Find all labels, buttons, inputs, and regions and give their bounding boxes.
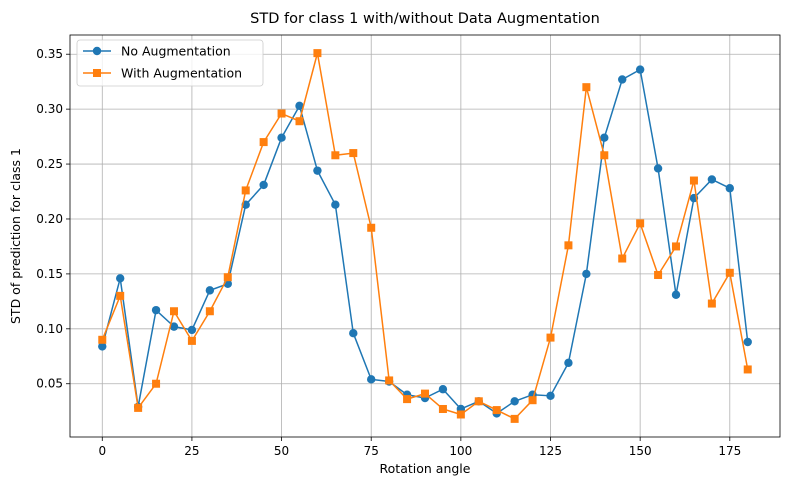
x-tick-label: 150 xyxy=(629,444,652,458)
y-tick-label: 0.20 xyxy=(36,212,63,226)
data-point-no-augmentation xyxy=(618,75,627,84)
x-tick-label: 25 xyxy=(184,444,199,458)
data-point-with-augmentation xyxy=(689,176,698,185)
data-point-no-augmentation xyxy=(187,325,197,335)
data-point-no-augmentation xyxy=(743,337,752,347)
legend-label: No Augmentation xyxy=(121,44,231,59)
data-point-with-augmentation xyxy=(403,395,412,404)
data-point-with-augmentation xyxy=(169,307,178,316)
x-axis-ticks: 0 25 50 75 100 125 150 175 xyxy=(98,437,741,458)
data-point-no-augmentation xyxy=(564,358,573,368)
data-point-no-augmentation xyxy=(259,180,268,190)
y-tick-label: 0.25 xyxy=(36,157,63,171)
data-point-with-augmentation xyxy=(636,219,645,228)
data-point-with-augmentation xyxy=(654,270,663,279)
y-tick-label: 0.30 xyxy=(36,102,63,116)
data-point-with-augmentation xyxy=(277,109,286,118)
legend-marker xyxy=(93,69,101,77)
x-tick-label: 175 xyxy=(718,444,741,458)
data-point-with-augmentation xyxy=(313,49,322,58)
data-point-with-augmentation xyxy=(241,186,250,195)
data-point-with-augmentation xyxy=(618,254,627,263)
data-point-with-augmentation xyxy=(187,336,196,345)
data-point-with-augmentation xyxy=(134,403,143,412)
data-point-no-augmentation xyxy=(653,164,663,173)
data-point-no-augmentation xyxy=(438,385,448,394)
data-point-no-augmentation xyxy=(510,397,519,406)
data-point-with-augmentation xyxy=(582,83,591,92)
data-point-with-augmentation xyxy=(707,299,716,308)
legend-entry-with-augmentation: With Augmentation xyxy=(83,66,242,81)
data-point-no-augmentation xyxy=(707,175,717,184)
data-point-no-augmentation xyxy=(671,290,681,299)
x-axis-label: Rotation angle xyxy=(380,461,471,476)
data-point-with-augmentation xyxy=(367,223,376,232)
y-tick-label: 0.35 xyxy=(36,47,63,61)
data-point-no-augmentation xyxy=(600,133,609,142)
legend-label: With Augmentation xyxy=(121,66,242,81)
y-tick-label: 0.10 xyxy=(36,322,63,336)
y-axis-label: STD of prediction for class 1 xyxy=(8,148,23,324)
data-point-with-augmentation xyxy=(600,151,609,160)
data-point-with-augmentation xyxy=(331,151,340,160)
data-point-with-augmentation xyxy=(528,396,537,405)
chart-title: STD for class 1 with/without Data Augmen… xyxy=(250,11,600,27)
data-point-no-augmentation xyxy=(349,329,358,338)
data-point-with-augmentation xyxy=(474,397,483,406)
y-tick-label: 0.15 xyxy=(36,267,63,281)
x-tick-label: 0 xyxy=(98,444,106,458)
data-point-no-augmentation xyxy=(313,166,322,175)
y-axis-ticks: 0.05 0.10 0.15 0.20 0.25 0.30 0.35 xyxy=(36,47,70,391)
data-point-with-augmentation xyxy=(725,268,734,277)
legend-box xyxy=(76,39,264,87)
x-tick-label: 50 xyxy=(274,444,289,458)
legend-entry-no-augmentation: No Augmentation xyxy=(83,44,231,59)
data-point-with-augmentation xyxy=(349,149,358,158)
data-point-with-augmentation xyxy=(152,379,161,388)
data-point-no-augmentation xyxy=(725,184,734,193)
data-point-no-augmentation xyxy=(98,342,107,351)
x-tick-label: 75 xyxy=(364,444,379,458)
data-point-no-augmentation xyxy=(277,133,286,142)
data-point-no-augmentation xyxy=(546,391,555,401)
data-point-with-augmentation xyxy=(456,410,465,419)
data-point-no-augmentation xyxy=(295,101,304,111)
data-point-with-augmentation xyxy=(421,389,429,398)
data-point-with-augmentation xyxy=(564,241,573,250)
data-point-no-augmentation xyxy=(205,286,215,295)
data-point-with-augmentation xyxy=(259,138,268,147)
data-point-with-augmentation xyxy=(205,307,214,316)
data-point-no-augmentation xyxy=(635,65,645,74)
plot-area-frame xyxy=(69,34,781,438)
data-point-no-augmentation xyxy=(582,269,591,279)
legend-marker xyxy=(92,46,102,56)
data-point-with-augmentation xyxy=(385,376,394,385)
data-point-no-augmentation xyxy=(331,200,340,209)
data-point-with-augmentation xyxy=(546,333,555,342)
y-tick-label: 0.05 xyxy=(36,377,63,391)
data-point-with-augmentation xyxy=(672,242,681,251)
data-point-with-augmentation xyxy=(510,414,519,423)
data-point-with-augmentation xyxy=(295,117,304,126)
data-point-no-augmentation xyxy=(169,322,179,331)
data-point-no-augmentation xyxy=(367,375,376,384)
data-point-with-augmentation xyxy=(223,273,232,282)
data-point-no-augmentation xyxy=(116,274,125,283)
data-point-with-augmentation xyxy=(743,365,752,374)
x-tick-label: 125 xyxy=(539,444,562,458)
x-tick-label: 100 xyxy=(449,444,472,458)
data-point-no-augmentation xyxy=(151,305,161,315)
data-point-with-augmentation xyxy=(116,291,125,300)
data-point-with-augmentation xyxy=(492,406,501,415)
legend: No Augmentation With Augmentation xyxy=(76,39,264,87)
data-point-with-augmentation xyxy=(98,335,107,344)
data-point-with-augmentation xyxy=(438,404,447,413)
series-with-augmentation xyxy=(98,49,752,423)
data-series xyxy=(98,49,752,423)
